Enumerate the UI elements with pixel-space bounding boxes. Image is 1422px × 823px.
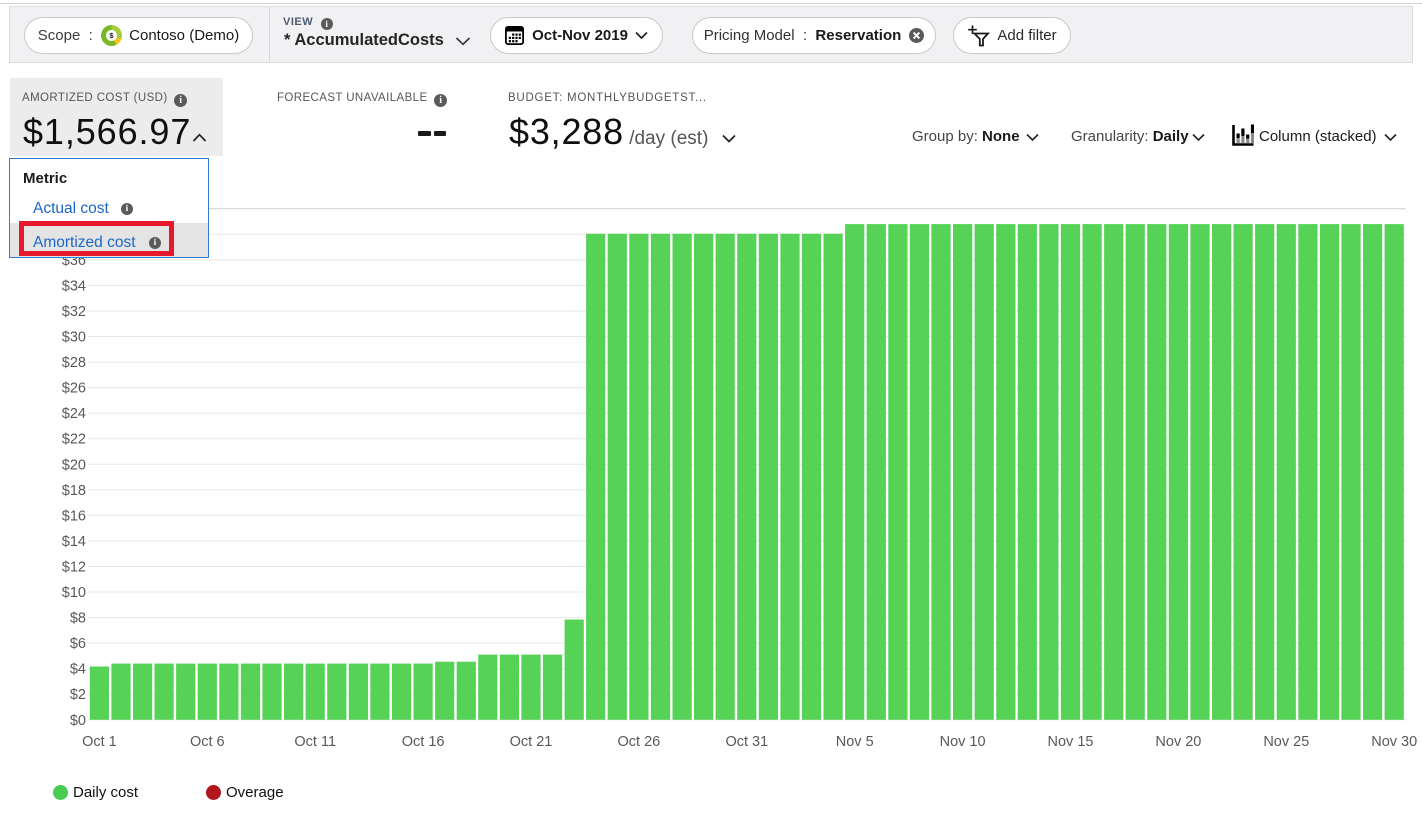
svg-text:Oct 16: Oct 16 [402,734,445,750]
svg-text:$0: $0 [70,713,86,729]
svg-text:$8: $8 [70,611,86,627]
svg-text:Nov 5: Nov 5 [836,734,874,750]
svg-text:Oct 11: Oct 11 [294,734,336,750]
svg-text:$26: $26 [62,381,86,397]
svg-text:$34: $34 [62,278,86,294]
svg-text:Nov 25: Nov 25 [1263,734,1309,750]
svg-text:Nov 10: Nov 10 [940,734,986,750]
svg-text:$16: $16 [62,508,86,524]
svg-text:Oct 31: Oct 31 [725,734,768,750]
svg-text:$28: $28 [62,355,86,371]
svg-text:$12: $12 [62,560,86,576]
svg-text:Nov 20: Nov 20 [1155,734,1201,750]
svg-text:$14: $14 [62,534,86,550]
svg-text:Oct 26: Oct 26 [618,734,661,750]
svg-text:$6: $6 [70,636,86,652]
svg-text:$22: $22 [62,432,86,448]
svg-text:Nov 30: Nov 30 [1371,734,1417,750]
svg-text:$10: $10 [62,585,86,601]
svg-text:$24: $24 [62,406,86,422]
svg-text:Nov 15: Nov 15 [1048,734,1094,750]
svg-text:$32: $32 [62,304,86,320]
svg-text:$20: $20 [62,457,86,473]
svg-text:$4: $4 [70,662,86,678]
svg-text:$18: $18 [62,483,86,499]
svg-text:$30: $30 [62,330,86,346]
svg-text:$: $ [110,31,115,40]
svg-text:Oct 1: Oct 1 [82,734,117,750]
svg-text:$2: $2 [70,687,86,703]
svg-text:Oct 6: Oct 6 [190,734,225,750]
svg-text:Oct 21: Oct 21 [510,734,553,750]
